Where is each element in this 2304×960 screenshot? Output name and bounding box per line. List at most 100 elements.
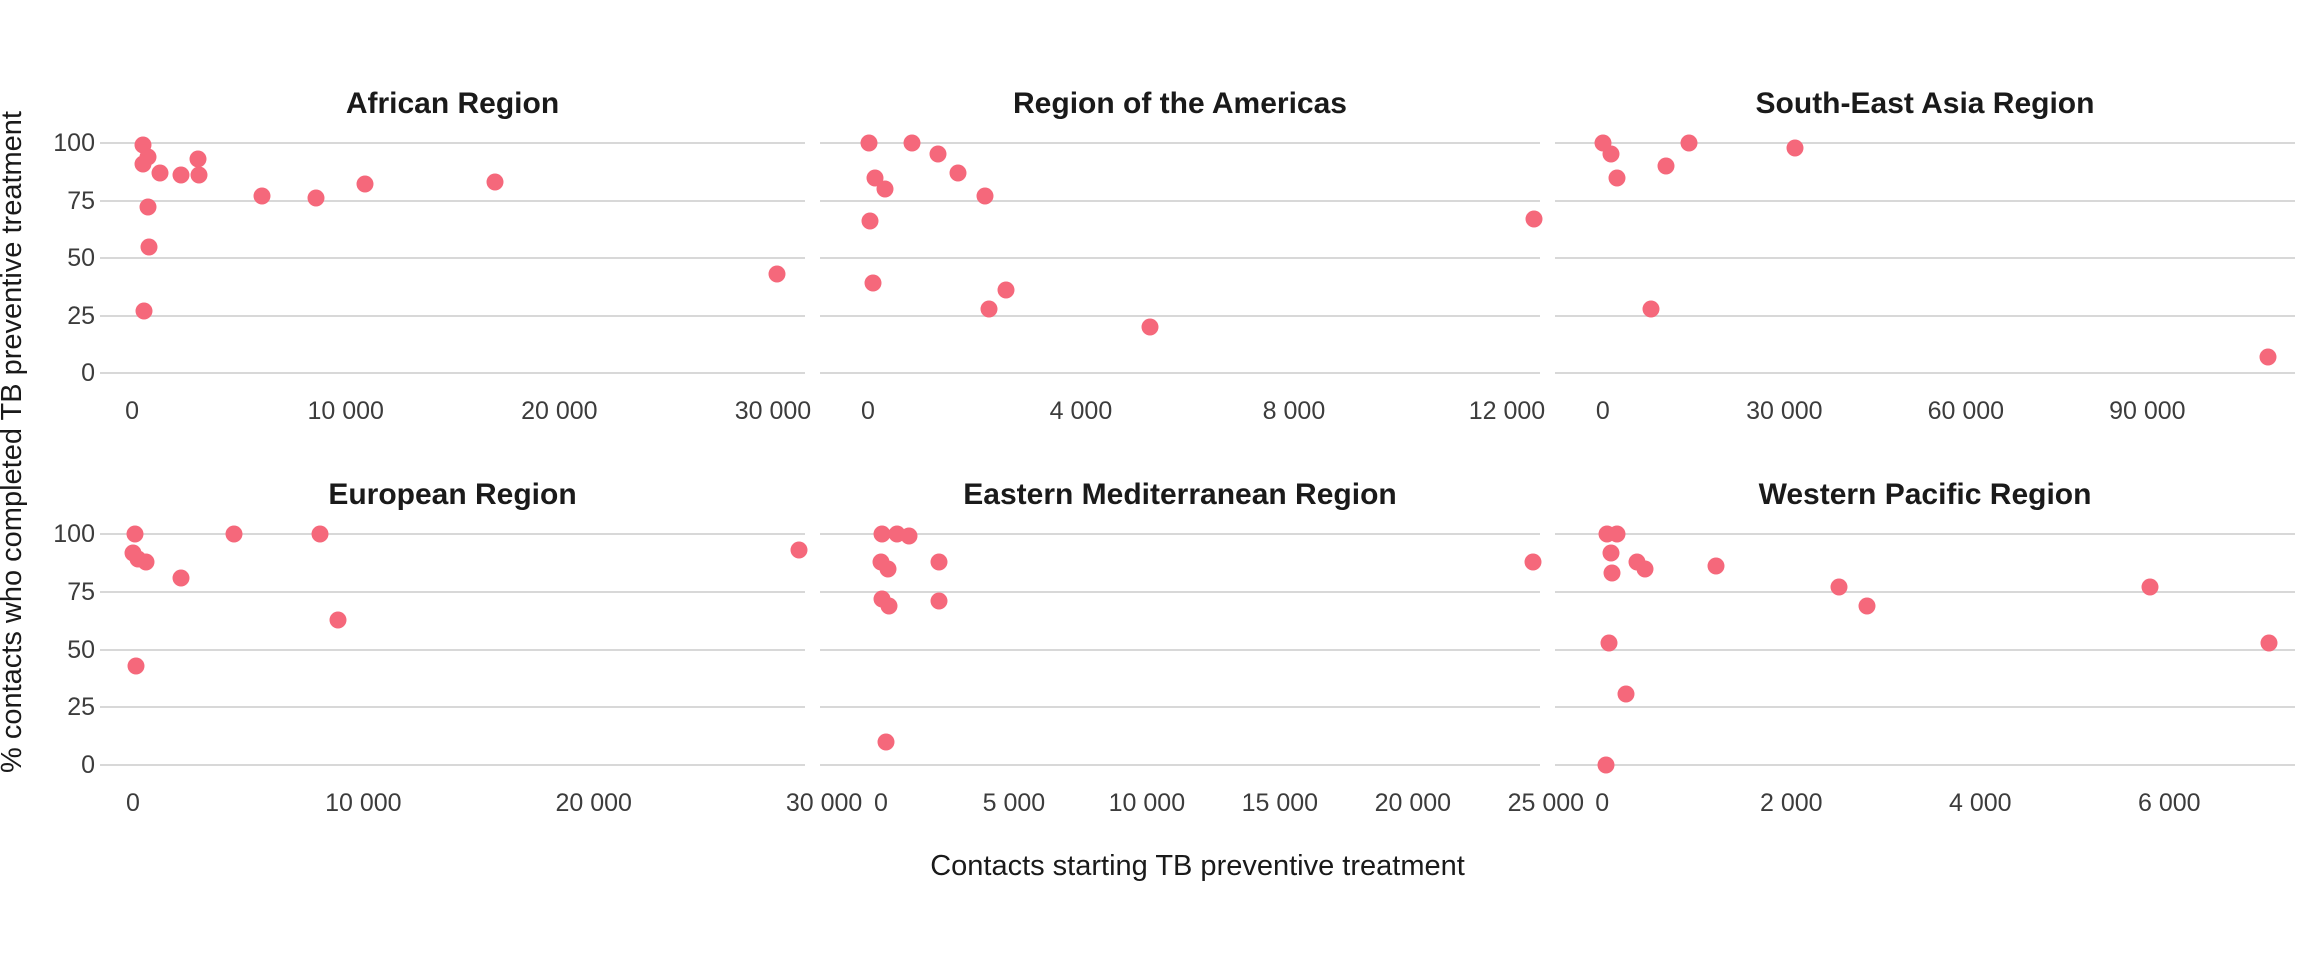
x-tick-label: 60 000 [1927, 397, 2005, 425]
data-point [1608, 525, 1626, 543]
data-point [976, 187, 994, 205]
x-tick-label: 2 000 [1759, 789, 1823, 817]
data-point [873, 525, 891, 543]
x-tick-label: 0 [125, 789, 140, 817]
data-point [930, 592, 948, 610]
data-point [172, 166, 190, 184]
data-point [1608, 169, 1626, 187]
x-tick-label: 10 000 [307, 397, 384, 425]
y-tick-label: 75 [67, 577, 95, 606]
y-tick-label: 0 [81, 359, 95, 388]
x-tick-label: 0 [125, 397, 139, 425]
data-point [311, 525, 329, 543]
h-gridline [820, 590, 1540, 593]
data-point [253, 187, 271, 205]
data-point [790, 541, 808, 559]
h-gridline [100, 533, 805, 536]
h-gridline [820, 372, 1540, 375]
data-point [1680, 134, 1698, 152]
data-point [1597, 756, 1615, 774]
h-gridline [100, 199, 805, 202]
data-point [134, 155, 152, 173]
facet-title: Eastern Mediterranean Region [963, 478, 1397, 511]
data-point [876, 180, 894, 198]
h-gridline [1555, 314, 2295, 317]
x-tick-label: 8 000 [1262, 397, 1326, 425]
y-axis-title: % contacts who completed TB preventive t… [0, 111, 28, 773]
h-gridline [1555, 706, 2295, 709]
x-tick-label: 20 000 [555, 789, 632, 817]
h-gridline [820, 199, 1540, 202]
data-point [151, 164, 169, 182]
h-gridline [820, 706, 1540, 709]
h-gridline [820, 141, 1540, 144]
y-tick-label: 0 [81, 751, 95, 780]
h-gridline [100, 648, 805, 651]
data-point [127, 657, 145, 675]
x-tick-label: 0 [873, 789, 888, 817]
h-gridline [1555, 372, 2295, 375]
h-gridline [1555, 764, 2295, 767]
y-tick-label: 25 [67, 693, 95, 722]
data-point [1657, 157, 1675, 175]
data-point [2260, 634, 2278, 652]
h-gridline [100, 764, 805, 767]
data-point [139, 198, 157, 216]
data-point [877, 733, 895, 751]
x-tick-label: 6 000 [2138, 789, 2201, 817]
x-tick-label: 25 000 [1507, 789, 1585, 817]
data-point [1602, 544, 1620, 562]
data-point [189, 150, 207, 168]
data-point [768, 265, 786, 283]
h-gridline [1555, 590, 2295, 593]
data-point [307, 189, 325, 207]
data-point [860, 134, 878, 152]
y-tick-label: 50 [67, 635, 95, 664]
x-tick-label: 0 [1595, 789, 1610, 817]
data-point [1603, 564, 1621, 582]
h-gridline [820, 314, 1540, 317]
h-gridline [820, 648, 1540, 651]
data-point [880, 597, 898, 615]
h-gridline [820, 764, 1540, 767]
x-tick-label: 30 000 [785, 789, 863, 817]
data-point [903, 134, 921, 152]
data-point [879, 560, 897, 578]
h-gridline [820, 533, 1540, 536]
facet-panel [820, 519, 1542, 778]
data-point [1141, 318, 1159, 336]
facet-title: Western Pacific Region [1758, 478, 2092, 511]
data-point [980, 300, 998, 318]
facet-title: African Region [345, 87, 560, 120]
h-gridline [100, 257, 805, 260]
facet-panel [820, 128, 1543, 386]
facet-panel [100, 128, 805, 386]
x-tick-label: 0 [1595, 397, 1610, 425]
data-point [1525, 210, 1543, 228]
x-tick-label: 10 000 [1108, 789, 1186, 817]
x-tick-label: 30 000 [1746, 397, 1823, 425]
x-tick-label: 0 [860, 397, 875, 425]
data-point [997, 281, 1015, 299]
data-point [1524, 553, 1542, 571]
x-tick-label: 20 000 [521, 397, 598, 425]
h-gridline [100, 141, 805, 144]
data-point [140, 238, 158, 256]
x-tick-label: 12 000 [1468, 397, 1546, 425]
h-gridline [100, 590, 805, 593]
data-point [329, 611, 347, 629]
data-point [172, 569, 190, 587]
data-point [1617, 685, 1635, 703]
data-point [2259, 348, 2277, 366]
data-point [930, 553, 948, 571]
x-axis-title: Contacts starting TB preventive treatmen… [930, 850, 1465, 882]
h-gridline [100, 314, 805, 317]
data-point [900, 527, 918, 545]
h-gridline [100, 372, 805, 375]
data-point [126, 525, 144, 543]
h-gridline [1555, 648, 2295, 651]
data-point [1602, 145, 1620, 163]
data-point [190, 166, 208, 184]
data-point [1600, 634, 1618, 652]
y-tick-label: 100 [53, 128, 95, 157]
